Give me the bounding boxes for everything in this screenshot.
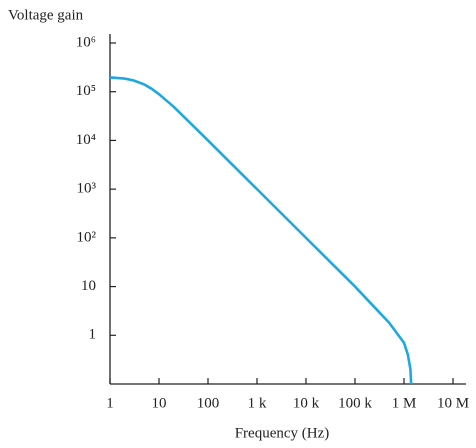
x-tick-label: 100 (197, 395, 220, 411)
x-tick-label: 1 k (248, 395, 267, 411)
y-tick-label: 10 (81, 278, 96, 294)
x-tick-label: 10 k (293, 395, 320, 411)
x-tick-label: 10 M (437, 395, 469, 411)
x-tick-label: 1 M (392, 395, 417, 411)
y-tick-label: 10³ (77, 181, 97, 197)
x-tick-label: 100 k (338, 395, 372, 411)
y-axis-title: Voltage gain (8, 7, 84, 23)
x-axis-title: Frequency (Hz) (235, 425, 330, 441)
x-tick-label: 1 (106, 395, 114, 411)
y-tick-label: 10⁶ (76, 34, 96, 50)
y-tick-label: 10² (77, 229, 97, 245)
y-tick-label: 10⁵ (76, 83, 96, 99)
line-series (109, 76, 413, 385)
x-tick-label: 10 (152, 395, 167, 411)
y-tick-label: 1 (89, 327, 97, 343)
y-tick-label: 10⁴ (76, 132, 96, 148)
